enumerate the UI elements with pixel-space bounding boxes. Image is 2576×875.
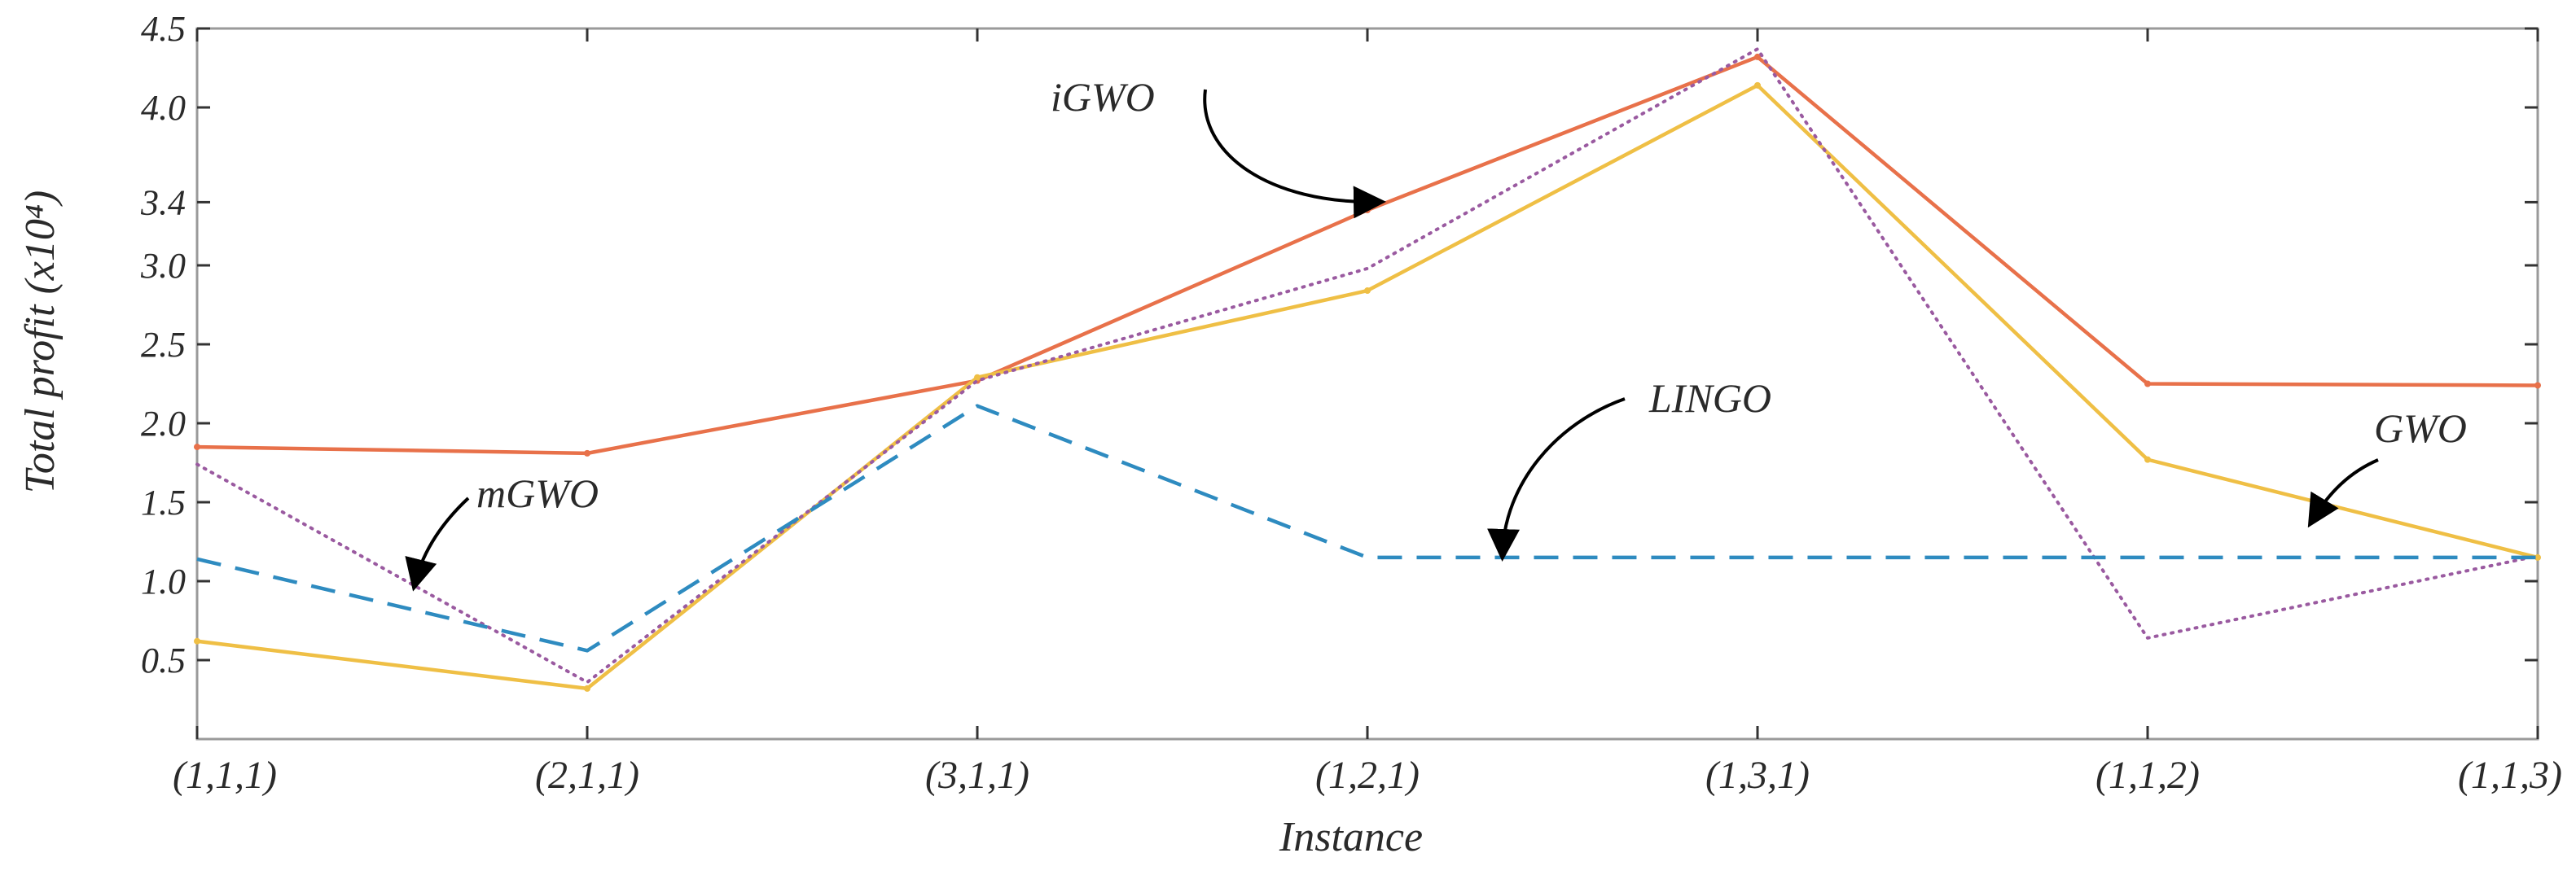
x-axis: (1,1,1) (2,1,1) (3,1,1) (1,2,1) (1,3,1) (1,1,… bbox=[173, 28, 2562, 797]
annotation-mgwo-arrow bbox=[405, 497, 470, 592]
x-tick-label: (1,3,1) bbox=[1705, 754, 1810, 797]
data-point-gwo bbox=[2144, 456, 2151, 463]
data-point-igwo bbox=[1754, 53, 1761, 60]
x-axis-title: Instance bbox=[1279, 814, 1423, 860]
x-tick-label: (2,1,1) bbox=[535, 754, 639, 797]
series-line-gwo bbox=[196, 83, 2539, 691]
y-tick-label: 4.0 bbox=[141, 88, 186, 128]
series-line-lingo bbox=[196, 404, 2538, 653]
data-point-igwo bbox=[2144, 380, 2151, 387]
y-axis: 0.5 1.0 1.5 2.0 2.5 3.0 3.4 4.0 4.5 bbox=[140, 9, 2538, 680]
series-group bbox=[194, 47, 2541, 692]
annotation-lingo-label: LINGO bbox=[1648, 375, 1771, 421]
x-tick-label: (1,2,1) bbox=[1315, 754, 1420, 797]
annotations: iGWO LINGO mGWO GWO bbox=[405, 74, 2467, 592]
data-point-gwo bbox=[194, 637, 200, 645]
annotation-lingo-arrow bbox=[1487, 397, 1626, 562]
x-tick-label: (3,1,1) bbox=[925, 754, 1029, 797]
y-tick-label: 4.5 bbox=[141, 9, 186, 49]
y-tick-label: 1.0 bbox=[141, 562, 186, 602]
annotation-gwo-arrow bbox=[2307, 458, 2379, 528]
data-point-gwo bbox=[584, 685, 590, 692]
annotation-igwo-label: iGWO bbox=[1051, 74, 1155, 120]
y-tick-label: 3.4 bbox=[140, 182, 186, 222]
annotation-mgwo-label: mGWO bbox=[476, 470, 599, 516]
x-tick-label: (1,1,1) bbox=[173, 754, 277, 797]
data-point-gwo bbox=[1364, 287, 1371, 295]
y-tick-label: 0.5 bbox=[141, 641, 186, 680]
y-tick-label: 1.5 bbox=[141, 483, 186, 523]
annotation-gwo-label: GWO bbox=[2374, 405, 2467, 451]
data-point-igwo bbox=[1364, 207, 1371, 214]
y-axis-title: Total profit (x10⁴) bbox=[17, 190, 64, 493]
y-tick-label: 2.5 bbox=[141, 325, 186, 365]
x-tick-label: (1,1,3) bbox=[2458, 754, 2562, 797]
data-point-gwo bbox=[974, 374, 981, 381]
data-point-gwo bbox=[1754, 81, 1761, 89]
data-point-igwo bbox=[2534, 382, 2541, 389]
y-tick-label: 2.0 bbox=[141, 404, 186, 444]
annotation-igwo-arrow bbox=[1203, 89, 1386, 219]
data-point-igwo bbox=[194, 444, 200, 451]
data-point-igwo bbox=[584, 449, 590, 457]
series-line-igwo bbox=[196, 55, 2539, 456]
data-point-gwo bbox=[2534, 553, 2541, 561]
y-tick-label: 3.0 bbox=[140, 246, 186, 286]
x-tick-label: (1,1,2) bbox=[2095, 754, 2200, 797]
series-line-mgwo bbox=[195, 47, 2539, 685]
